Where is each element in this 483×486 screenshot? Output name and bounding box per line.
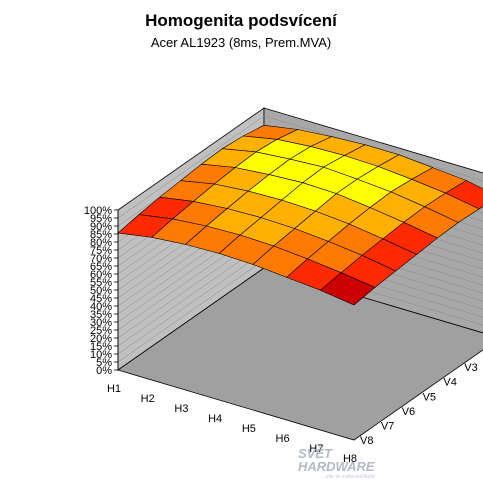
x-tick-label: H5: [242, 423, 256, 435]
y-tick-label: V5: [423, 391, 436, 403]
chart-title: Homogenita podsvícení: [145, 11, 338, 30]
z-tick-label: 95%: [90, 213, 112, 225]
z-tick-label: 0%: [96, 365, 112, 377]
z-tick-label: 70%: [90, 253, 112, 265]
z-tick-label: 90%: [90, 221, 112, 233]
x-tick-label: H8: [343, 453, 357, 465]
x-tick-label: H1: [107, 383, 121, 395]
y-axis-ticks: V1V2V3V4V5V6V7V8: [360, 362, 478, 447]
watermark-main: HARDWARE: [298, 459, 375, 474]
watermark-logo: SVĚT HARDWARE ...vše ze světa počítačů: [298, 446, 375, 480]
y-tick-label: V8: [360, 435, 373, 447]
surface-plot: [117, 124, 483, 306]
z-tick-label: 5%: [96, 357, 112, 369]
z-tick-label: 60%: [90, 269, 112, 281]
watermark-sub: ...vše ze světa počítačů: [322, 473, 374, 480]
z-tick-label: 50%: [90, 285, 112, 297]
x-tick-label: H4: [208, 413, 222, 425]
surface-cell: [117, 214, 174, 238]
y-tick-label: V6: [402, 406, 415, 418]
wall-gridline: [117, 115, 483, 219]
z-tick-label: 55%: [90, 277, 112, 289]
z-tick-label: 75%: [90, 245, 112, 257]
chart-subtitle: Acer AL1923 (8ms, Prem.MVA): [151, 35, 331, 50]
z-tick-label: 40%: [90, 301, 112, 313]
x-tick-label: H3: [174, 403, 188, 415]
x-tick-label: H7: [309, 443, 323, 455]
x-tick-label: H2: [141, 393, 155, 405]
z-tick-label: 15%: [90, 341, 112, 353]
x-tick-label: H6: [276, 433, 290, 445]
z-tick-label: 10%: [90, 349, 112, 361]
y-tick-label: V7: [381, 420, 394, 432]
z-tick-label: 25%: [90, 325, 112, 337]
z-tick-label: 20%: [90, 333, 112, 345]
z-tick-label: 80%: [90, 237, 112, 249]
z-tick-label: 35%: [90, 309, 112, 321]
y-tick-label: V4: [443, 377, 456, 389]
z-tick-label: 45%: [90, 293, 112, 305]
x-axis-ticks: H1 H2 H3 H4 H5 H6 H7 H8: [107, 383, 357, 465]
y-tick-label: V3: [464, 362, 477, 374]
z-tick-label: 65%: [90, 261, 112, 273]
chart-floor: [117, 267, 483, 441]
watermark-prefix: SVĚT: [298, 446, 333, 461]
z-axis-ticks: 100%95%90%85%80%75%70%65%60%55%50%45%40%…: [84, 205, 119, 377]
z-tick-label: 85%: [90, 229, 112, 241]
z-tick-label: 30%: [90, 317, 112, 329]
z-tick-label: 100%: [84, 205, 112, 217]
